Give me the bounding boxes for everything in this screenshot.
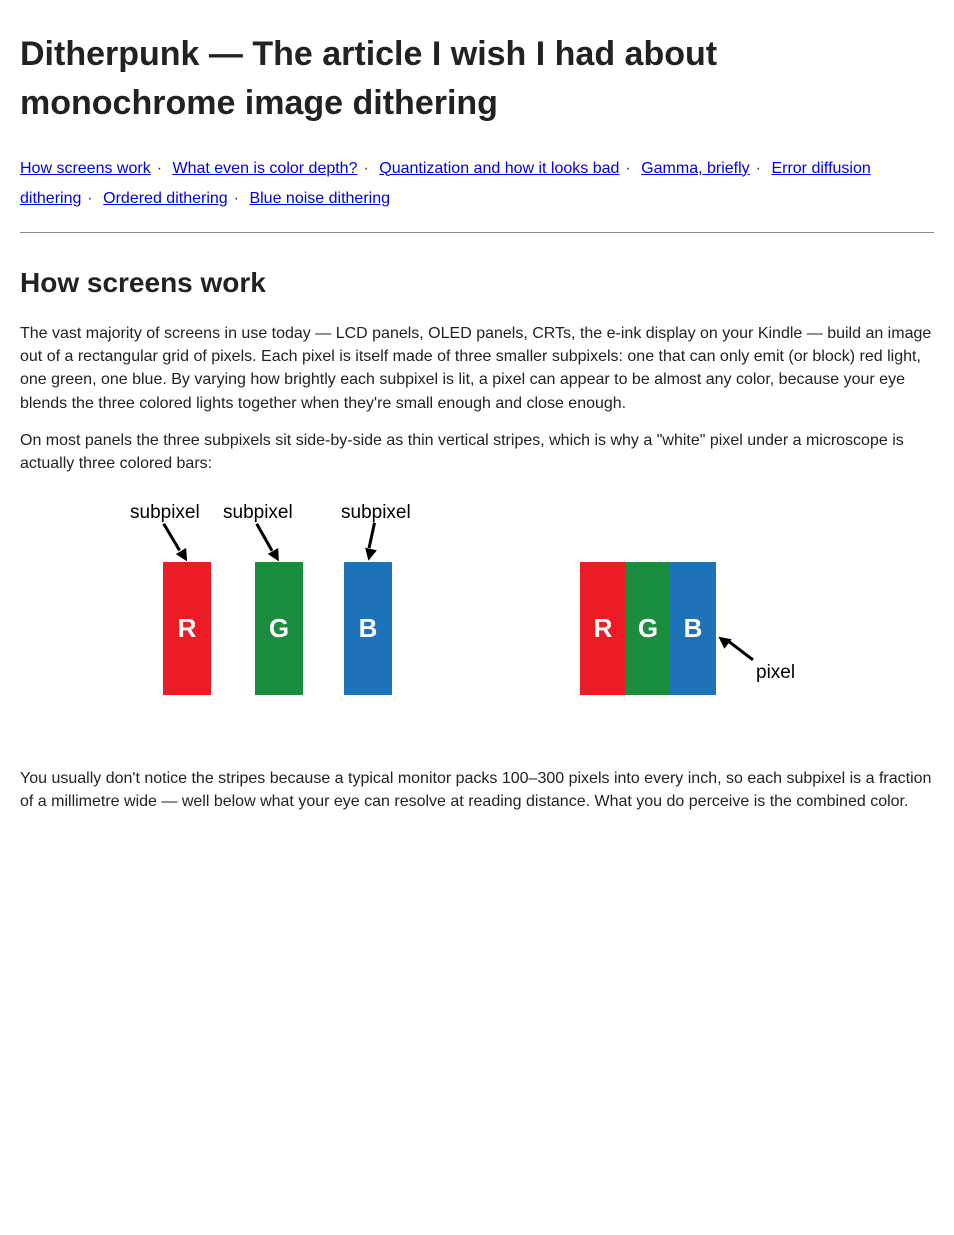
toc-separator: · [756,160,761,177]
subpixel-stripe-r: R [163,562,211,695]
pixel-stripe-b: B [670,562,716,695]
subpixel-arrow-b-head [362,548,376,562]
toc-link-color-depth[interactable]: What even is color depth? [172,160,357,177]
subpixel-stripe-g: G [255,562,303,695]
toc-separator: · [234,190,239,207]
subpixel-stripe-b: B [344,562,392,695]
section-heading: How screens work [20,263,934,304]
pixel-stripe-r: R [580,562,626,695]
table-of-contents: How screens work · What even is color dep… [20,154,934,215]
toc-separator: · [157,160,162,177]
toc-separator: · [363,160,368,177]
body-paragraph: You usually don't notice the stripes bec… [20,767,934,813]
toc-divider [20,232,934,233]
section-how-screens-work: How screens work The vast majority of sc… [20,263,934,813]
page-title: Ditherpunk — The article I wish I had ab… [20,30,934,129]
pixel-arrow-head [714,631,731,648]
toc-link-ordered-dither[interactable]: Ordered dithering [103,190,228,207]
toc-link-how-screens-work[interactable]: How screens work [20,160,151,177]
toc-link-blue-noise[interactable]: Blue noise dithering [249,190,390,207]
toc-separator: · [87,190,92,207]
subpixel-arrow-r-line [163,523,181,551]
subpixel-arrow-g-line [256,523,273,551]
pixel-stripe-g: G [625,562,671,695]
pixel-label: pixel [756,659,795,687]
pixel-arrow-line [728,641,754,662]
toc-link-gamma[interactable]: Gamma, briefly [641,160,749,177]
toc-separator: · [625,160,630,177]
body-paragraph: The vast majority of screens in use toda… [20,322,934,415]
pixel-subpixel-diagram: subpixelRsubpixelGsubpixelBRGBpixel [20,489,920,749]
toc-link-quantization[interactable]: Quantization and how it looks bad [379,160,619,177]
body-paragraph: On most panels the three subpixels sit s… [20,429,934,475]
